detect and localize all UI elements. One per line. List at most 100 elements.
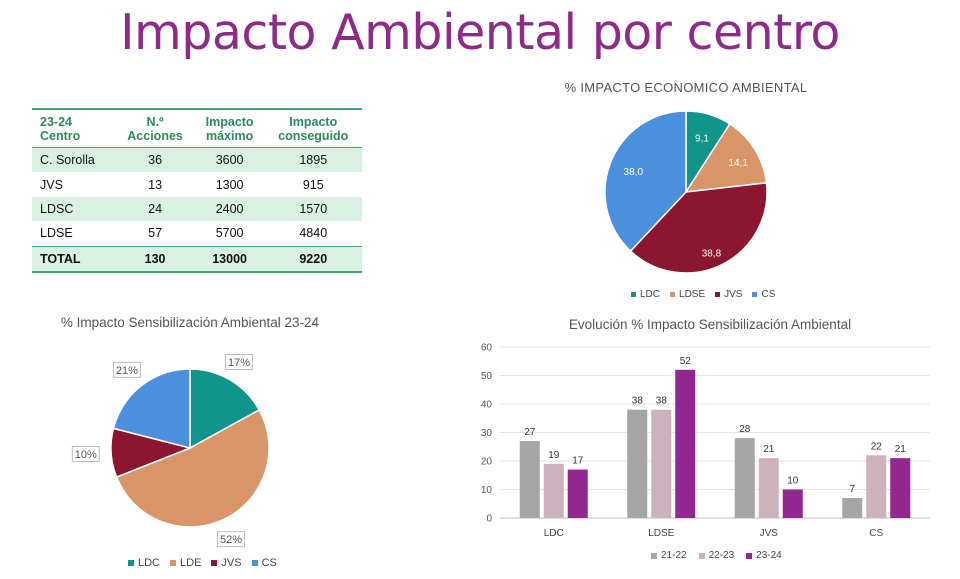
legend-label: 21-22 — [661, 550, 687, 561]
bar-jvs-21-22 — [734, 438, 755, 518]
bar-data-label: 21 — [763, 444, 775, 455]
bar-data-label: 27 — [524, 427, 536, 438]
bar-data-label: 19 — [548, 450, 560, 461]
bar-jvs-23-24 — [782, 489, 803, 518]
pie-economic-title: % IMPACTO ECONOMICO AMBIENTAL — [564, 80, 808, 95]
bar-data-label: 22 — [871, 441, 883, 452]
legend-label: LDE — [180, 557, 202, 569]
bar-data-label: 10 — [787, 476, 799, 487]
bar-ldse-23-24 — [675, 369, 696, 518]
cell-centro: C. Sorolla — [32, 147, 116, 173]
total-impacto-conseguido: 9220 — [264, 245, 362, 273]
pie-sensibilizacion-legend: LDC LDE JVS CS — [128, 557, 277, 569]
y-tick-label: 30 — [481, 428, 493, 439]
pie-slice-ldc — [189, 368, 261, 450]
legend-label: JVS — [724, 289, 743, 300]
legend-swatch — [651, 552, 657, 559]
y-tick-label: 20 — [481, 457, 493, 468]
cell-acciones: 57 — [148, 226, 163, 241]
cell-impacto-maximo: 3600 — [194, 147, 265, 173]
legend-label: LDC — [640, 289, 661, 300]
bar-data-label: 7 — [849, 484, 855, 495]
bar-chart-legend: 21-22 22-23 23-24 — [651, 550, 782, 561]
pie-data-label: 52% — [220, 534, 242, 546]
legend-label: LDC — [138, 557, 161, 569]
bar-cs-21-22 — [842, 498, 863, 518]
bar-ldc-23-24 — [567, 469, 588, 518]
pie-data-label: 17% — [228, 357, 250, 369]
legend-swatch — [251, 560, 258, 566]
cell-centro: JVS — [40, 177, 63, 192]
legend-item: JVS — [211, 557, 242, 569]
bar-ldse-21-22 — [627, 409, 648, 518]
legend-label: 22-23 — [708, 550, 735, 561]
legend-label: JVS — [221, 557, 242, 569]
pie-data-label: 9,1 — [695, 134, 709, 145]
legend-item: LDE — [170, 557, 201, 569]
legend-swatch — [128, 560, 134, 566]
cell-impacto-maximo: 5700 — [215, 226, 244, 241]
legend-swatch — [698, 552, 705, 559]
bar-data-label: 17 — [572, 456, 584, 467]
pie-data-label: 38,8 — [702, 249, 722, 260]
data-label-box — [71, 446, 100, 463]
header-impacto-conseguido: Impacto conseguido — [278, 115, 349, 143]
pie-slice-lde — [115, 408, 270, 528]
bar-jvs-22-23 — [758, 458, 779, 518]
total-label: TOTAL — [32, 245, 116, 273]
cell-impacto-conseguido: 1895 — [264, 147, 362, 173]
bar-data-label: 28 — [739, 424, 751, 435]
cell-impacto-conseguido: 4840 — [299, 226, 328, 241]
legend-label: LDSE — [679, 289, 706, 300]
pie-sensibilizacion-title: % Impacto Sensibilización Ambiental 23-2… — [60, 315, 320, 330]
cell-impacto-maximo: 1300 — [215, 177, 244, 192]
cell-acciones: 13 — [148, 177, 163, 192]
y-tick-label: 40 — [481, 400, 493, 411]
legend-item: 21-22 — [651, 550, 687, 561]
x-tick-label: LDC — [544, 528, 564, 539]
legend-item: LDSE — [670, 289, 705, 300]
legend-label: 23-24 — [756, 550, 782, 561]
header-impacto-maximo: Impacto máximo — [205, 115, 254, 143]
bar-ldc-22-23 — [543, 463, 564, 518]
bar-data-label: 38 — [632, 396, 644, 407]
x-tick-label: JVS — [760, 528, 779, 539]
legend-item: CS — [752, 289, 775, 300]
y-tick-label: 50 — [481, 371, 493, 382]
y-tick-label: 10 — [481, 485, 493, 496]
legend-item: LDC — [128, 557, 160, 569]
bar-data-label: 52 — [680, 356, 692, 367]
data-label-box — [112, 361, 141, 378]
legend-item: LDC — [631, 289, 660, 300]
x-tick-label: CS — [869, 528, 883, 539]
pie-slice-cs — [112, 368, 191, 449]
legend-item: CS — [251, 557, 277, 569]
cell-impacto-maximo: 2400 — [194, 196, 265, 222]
legend-label: CS — [761, 289, 776, 300]
table-row: LDSC 24 2400 1570 — [32, 196, 362, 222]
bar-data-label: 38 — [656, 396, 668, 407]
pie-slice-ldse — [684, 122, 768, 193]
table-row: JVS 13 1300 915 — [32, 172, 362, 196]
legend-item: 22-23 — [698, 550, 735, 561]
y-tick-label: 0 — [486, 514, 492, 525]
bar-ldc-21-22 — [519, 441, 540, 518]
pie-slice-cs — [604, 110, 687, 253]
bar-chart-title: Evolución % Impacto Sensibilización Ambi… — [568, 317, 852, 332]
pie-data-label: 10% — [75, 449, 97, 461]
cell-acciones: 36 — [115, 147, 195, 173]
total-acciones: 130 — [115, 245, 195, 273]
legend-swatch — [752, 292, 758, 297]
cell-centro: LDSC — [32, 196, 116, 222]
pie-data-label: 14,1 — [728, 158, 748, 169]
bar-ldse-22-23 — [651, 409, 672, 518]
legend-label: CS — [261, 557, 277, 569]
table-header-row: 23-24 Centro N.º Acciones Impacto máximo Im… — [32, 109, 362, 148]
x-tick-label: LDSE — [648, 528, 674, 539]
cell-impacto-conseguido: 915 — [302, 177, 324, 192]
cell-acciones: 24 — [115, 196, 195, 222]
bar-cs-22-23 — [866, 455, 887, 518]
legend-swatch — [670, 292, 676, 297]
